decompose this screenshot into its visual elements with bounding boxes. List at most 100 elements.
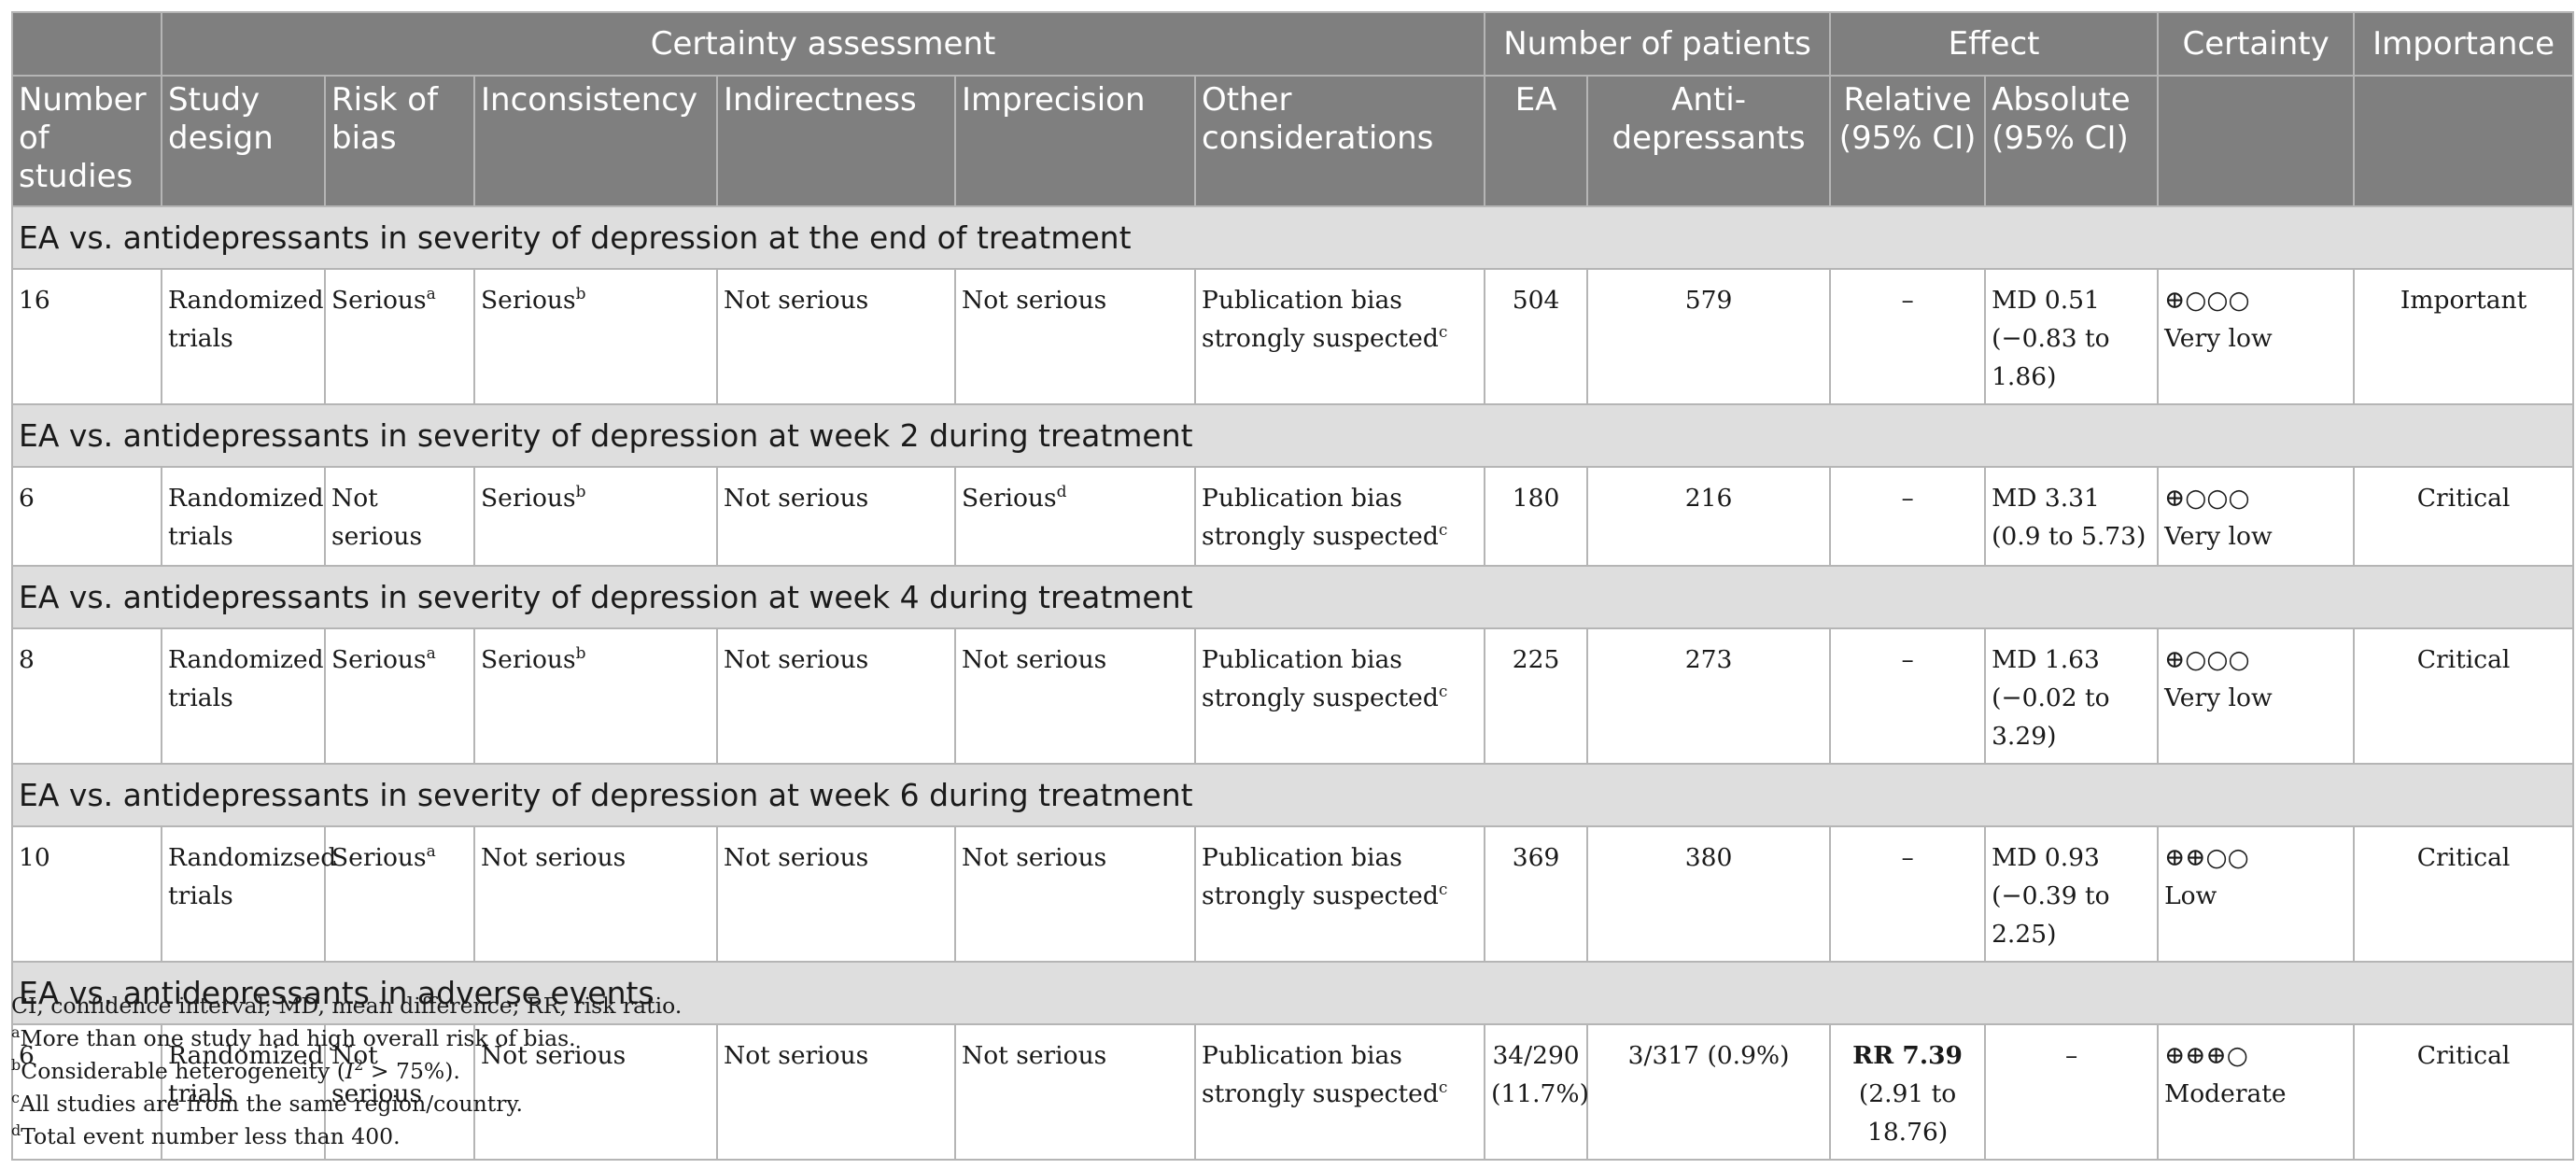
- cell-study-design: Randomized trials: [161, 268, 326, 405]
- absolute-value: MD 3.31: [1992, 484, 2100, 513]
- cell-relative: –: [1829, 466, 1987, 567]
- cell-absolute: MD 0.93 (−0.39 to 2.25): [1984, 825, 2160, 963]
- cell-risk-of-bias: Not serious: [324, 466, 475, 567]
- section-title: EA vs. antidepressants in severity of de…: [10, 205, 2575, 270]
- imprecision-text: Not serious: [962, 645, 1107, 674]
- cell-imprecision: Seriousd: [954, 466, 1196, 567]
- header-corner: [11, 11, 162, 77]
- footnote-b-mark: b: [11, 1056, 21, 1074]
- cell-number-of-studies: 10: [11, 825, 162, 963]
- cell-importance: Critical: [2353, 627, 2575, 765]
- cell-relative: –: [1829, 825, 1987, 963]
- header-certainty-assessment: Certainty assessment: [160, 11, 1486, 77]
- cell-relative: –: [1829, 627, 1987, 765]
- risk-of-bias-text: Serious: [331, 645, 427, 674]
- col-ea: EA: [1484, 75, 1589, 207]
- cell-absolute: MD 3.31 (0.9 to 5.73): [1984, 466, 2160, 567]
- risk-of-bias-footnote-mark: a: [426, 842, 436, 861]
- col-imprecision: Imprecision: [954, 75, 1196, 207]
- footnote-a-text: More than one study had high overall ris…: [20, 1025, 576, 1051]
- cell-number-of-studies: 6: [11, 1023, 162, 1161]
- inconsistency-text: Serious: [481, 645, 576, 674]
- other-considerations-footnote-mark: c: [1438, 1078, 1448, 1097]
- relative-value: RR 7.39: [1852, 1041, 1963, 1070]
- table-footnotes: CI, confidence interval; MD, mean differ…: [11, 990, 2532, 1153]
- cell-imprecision: Not serious: [954, 268, 1196, 405]
- cell-ea: 369: [1484, 825, 1589, 963]
- imprecision-text: Not serious: [962, 843, 1107, 872]
- cell-antidepressants: 380: [1586, 825, 1832, 963]
- header-importance: Importance: [2353, 11, 2575, 77]
- certainty-value: ⊕⊕⊕○: [2164, 1041, 2248, 1070]
- cell-ea: 180: [1484, 466, 1589, 567]
- footnote-d: dTotal event number less than 400.: [11, 1120, 2532, 1153]
- inconsistency-footnote-mark: b: [575, 285, 586, 303]
- absolute-ci: (−0.02 to 3.29): [1992, 683, 2110, 751]
- section-row: EA vs. antidepressants in severity of de…: [10, 403, 2575, 468]
- cell-ea: 225: [1484, 627, 1589, 765]
- absolute-value: –: [2064, 1041, 2078, 1070]
- cell-relative: RR 7.39 (2.91 to 18.76): [1829, 1023, 1987, 1161]
- cell-certainty: ⊕○○○ Very low: [2157, 466, 2356, 567]
- cell-certainty: ⊕○○○ Very low: [2157, 627, 2356, 765]
- inconsistency-footnote-mark: b: [575, 644, 586, 663]
- col-indirectness: Indirectness: [716, 75, 956, 207]
- cell-importance: Critical: [2353, 1023, 2575, 1161]
- table-row: 10 Randomizsed trials Seriousa Not serious N…: [11, 825, 2575, 963]
- certainty-value: ⊕○○○: [2164, 286, 2250, 315]
- risk-of-bias-footnote-mark: a: [426, 644, 436, 663]
- cell-inconsistency: Seriousb: [473, 627, 718, 765]
- section-title: EA vs. antidepressants in adverse events: [10, 961, 2575, 1025]
- cell-antidepressants: 216: [1586, 466, 1832, 567]
- cell-imprecision: Not serious: [954, 627, 1196, 765]
- section-row: EA vs. antidepressants in adverse events: [10, 961, 2575, 1025]
- section-title: EA vs. antidepressants in severity of de…: [10, 565, 2575, 629]
- cell-ea: 34/290 (11.7%): [1484, 1023, 1589, 1161]
- risk-of-bias-text: Not serious: [331, 484, 423, 551]
- certainty-value: ⊕○○○: [2164, 645, 2250, 674]
- grade-table-container: Certainty assessment Number of patients …: [10, 11, 2575, 1161]
- relative-ci: (2.91 to 18.76): [1858, 1079, 1957, 1147]
- inconsistency-text: Not serious: [481, 1041, 626, 1070]
- cell-inconsistency: Not serious: [473, 1023, 718, 1161]
- absolute-value: MD 0.51: [1992, 286, 2100, 315]
- table-row: 6 Randomized trials Not serious Seriousb Not…: [11, 466, 2575, 567]
- cell-importance: Critical: [2353, 466, 2575, 567]
- table-row: 8 Randomized trials Seriousa Seriousb Not se…: [11, 627, 2575, 765]
- absolute-ci: (0.9 to 5.73): [1992, 522, 2147, 551]
- section-title: EA vs. antidepressants in severity of de…: [10, 403, 2575, 468]
- col-number-of-studies: Number of studies: [11, 75, 162, 207]
- header-group-row: Certainty assessment Number of patients …: [11, 11, 2575, 77]
- absolute-value: MD 1.63: [1992, 645, 2100, 674]
- certainty-ci: Very low: [2164, 683, 2273, 712]
- risk-of-bias-text: Not serious: [331, 1041, 423, 1108]
- absolute-value: MD 0.93: [1992, 843, 2100, 872]
- cell-certainty: ⊕⊕⊕○ Moderate: [2157, 1023, 2356, 1161]
- risk-of-bias-footnote-mark: a: [426, 285, 436, 303]
- other-considerations-footnote-mark: c: [1438, 521, 1448, 540]
- risk-of-bias-text: Serious: [331, 843, 427, 872]
- col-inconsistency: Inconsistency: [473, 75, 718, 207]
- risk-of-bias-text: Serious: [331, 286, 427, 315]
- section-row: EA vs. antidepressants in severity of de…: [10, 565, 2575, 629]
- other-considerations-text: Publication bias strongly suspected: [1202, 645, 1439, 712]
- cell-absolute: –: [1984, 1023, 2160, 1161]
- inconsistency-text: Serious: [481, 484, 576, 513]
- relative-value: –: [1901, 645, 1914, 674]
- cell-risk-of-bias: Seriousa: [324, 825, 475, 963]
- cell-risk-of-bias: Not serious: [324, 1023, 475, 1161]
- section-row: EA vs. antidepressants in severity of de…: [10, 205, 2575, 270]
- cell-relative: –: [1829, 268, 1987, 405]
- footnote-b-post: > 75%).: [363, 1058, 460, 1084]
- cell-importance: Critical: [2353, 825, 2575, 963]
- cell-antidepressants: 579: [1586, 268, 1832, 405]
- table-row: 6 Randomized trials Not serious Not serious…: [11, 1023, 2575, 1161]
- footnote-abbreviations: CI, confidence interval; MD, mean differ…: [11, 993, 683, 1019]
- cell-indirectness: Not serious: [716, 627, 956, 765]
- col-antidepressants: Anti-depressants: [1586, 75, 1832, 207]
- cell-study-design: Randomized trials: [161, 1023, 326, 1161]
- imprecision-text: Not serious: [962, 1041, 1107, 1070]
- inconsistency-text: Serious: [481, 286, 576, 315]
- imprecision-footnote-mark: d: [1056, 483, 1067, 501]
- cell-number-of-studies: 6: [11, 466, 162, 567]
